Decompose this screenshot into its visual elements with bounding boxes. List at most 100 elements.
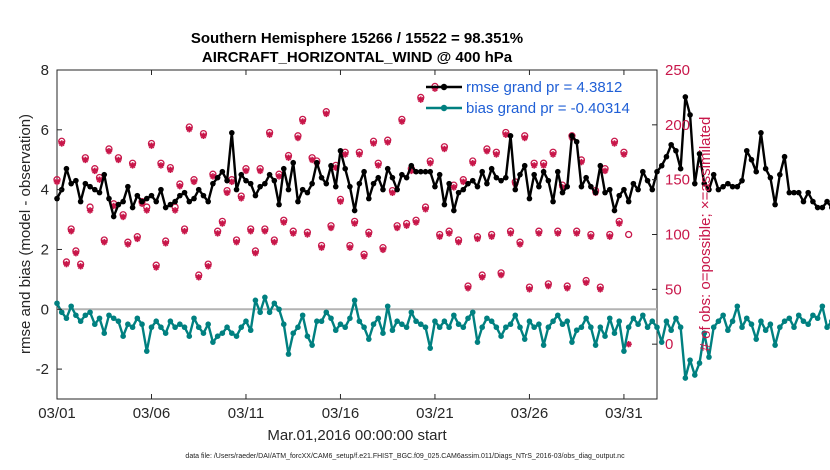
rmse-point <box>205 198 211 205</box>
legend-rmse-label: rmse grand pr = 4.3812 <box>466 79 622 96</box>
rmse-point <box>824 198 830 205</box>
obs-assimilated-marker <box>582 279 590 286</box>
obs-assimilated-marker <box>200 132 207 139</box>
bias-point <box>394 318 400 325</box>
chart-title-line-2: AIRCRAFT_HORIZONTAL_WIND @ 400 hPa <box>202 49 513 66</box>
obs-assimilated-marker <box>464 285 472 292</box>
bias-point <box>328 315 334 322</box>
bias-point <box>375 315 382 322</box>
rmse-point <box>380 186 386 193</box>
bias-point <box>540 342 547 348</box>
obs-assimilated-marker <box>86 207 94 214</box>
bias-point <box>814 315 821 322</box>
rmse-point <box>304 189 311 196</box>
right-tick-label: 100 <box>665 227 690 244</box>
bias-point <box>129 324 136 331</box>
bias-point <box>257 309 263 316</box>
rmse-point <box>139 198 145 205</box>
obs-assimilated-marker <box>72 249 80 257</box>
obs-assimilated-marker <box>455 238 462 246</box>
bias-point <box>720 312 726 319</box>
bias-point <box>214 333 221 339</box>
rmse-point <box>753 168 760 175</box>
bias-point <box>663 318 670 325</box>
bias-point <box>262 294 268 301</box>
bias-point <box>285 351 292 357</box>
legend: rmse grand pr = 4.3812 bias grand pr = -… <box>426 79 630 117</box>
bias-point <box>342 324 348 331</box>
rmse-point <box>649 186 656 193</box>
rmse-point <box>691 180 698 187</box>
bias-point <box>739 324 745 331</box>
obs-assimilated-marker <box>77 263 84 270</box>
rmse-point <box>597 162 604 169</box>
bias-point <box>143 348 150 354</box>
bias-point <box>729 318 736 325</box>
rmse-point <box>526 195 533 202</box>
rmse-point <box>252 192 259 199</box>
bias-point <box>536 321 542 328</box>
obs-assimilated-marker <box>323 110 330 118</box>
obs-assimilated-marker <box>280 219 287 226</box>
bias-point <box>120 333 126 339</box>
rmse-point <box>772 201 778 208</box>
obs-assimilated-marker <box>351 220 358 227</box>
rmse-point <box>795 189 802 196</box>
obs-assimilated-marker <box>441 145 448 153</box>
bias-point <box>295 324 301 331</box>
rmse-point <box>805 189 811 196</box>
bias-point <box>110 315 117 322</box>
bias-point <box>238 324 245 331</box>
rmse-point <box>318 174 325 181</box>
obs-assimilated-marker <box>63 260 70 268</box>
obs-assimilated-marker <box>233 238 240 246</box>
bias-point <box>266 309 273 316</box>
bias-point <box>786 315 793 322</box>
obs-assimilated-marker <box>285 154 292 161</box>
obs-assimilated-marker <box>412 219 420 226</box>
obs-assimilated-marker <box>96 176 103 183</box>
bias-point <box>715 318 722 325</box>
obs-assimilated-marker <box>469 160 476 167</box>
left-tick-label: 0 <box>41 301 49 318</box>
bias-point <box>96 315 103 322</box>
bias-point <box>677 324 684 331</box>
rmse-point <box>762 165 769 172</box>
rmse-point <box>91 186 98 193</box>
rmse-point <box>82 180 89 187</box>
bias-point <box>578 324 585 331</box>
rmse-point <box>417 168 424 175</box>
bias-point <box>758 318 764 325</box>
rmse-point <box>366 195 372 202</box>
chart-title-line-1: Southern Hemisphere 15266 / 15522 = 98.3… <box>191 30 523 47</box>
obs-assimilated-marker <box>587 233 595 240</box>
left-axis-ticks: -2 0 2 4 6 8 <box>36 62 62 378</box>
x-axis-label: Mar.01,2016 00:00:00 start <box>267 427 447 444</box>
bias-point <box>687 357 693 363</box>
rmse-point <box>640 168 646 175</box>
bias-point <box>309 342 315 348</box>
bias-point <box>748 321 755 328</box>
bias-point <box>554 312 561 319</box>
bias-point <box>441 318 448 325</box>
rmse-point <box>583 174 589 181</box>
rmse-point <box>403 174 410 181</box>
obs-assimilated-marker <box>190 178 198 186</box>
obs-assimilated-marker <box>129 162 136 169</box>
bias-series <box>54 294 830 381</box>
rmse-point <box>63 165 70 172</box>
bias-point <box>606 315 613 322</box>
obs-assimilated-marker <box>530 162 538 169</box>
rmse-point <box>134 192 141 199</box>
obs-assimilated-marker <box>167 166 174 173</box>
rmse-point <box>436 171 443 178</box>
obs-assimilated-marker <box>252 249 259 257</box>
rmse-point <box>725 180 731 187</box>
rmse-series <box>54 94 830 220</box>
rmse-point <box>503 174 509 181</box>
rmse-point <box>536 183 542 190</box>
rmse-point <box>77 198 84 205</box>
obs-assimilated-marker <box>143 207 150 214</box>
bias-point <box>455 321 462 328</box>
bias-point <box>710 324 717 331</box>
